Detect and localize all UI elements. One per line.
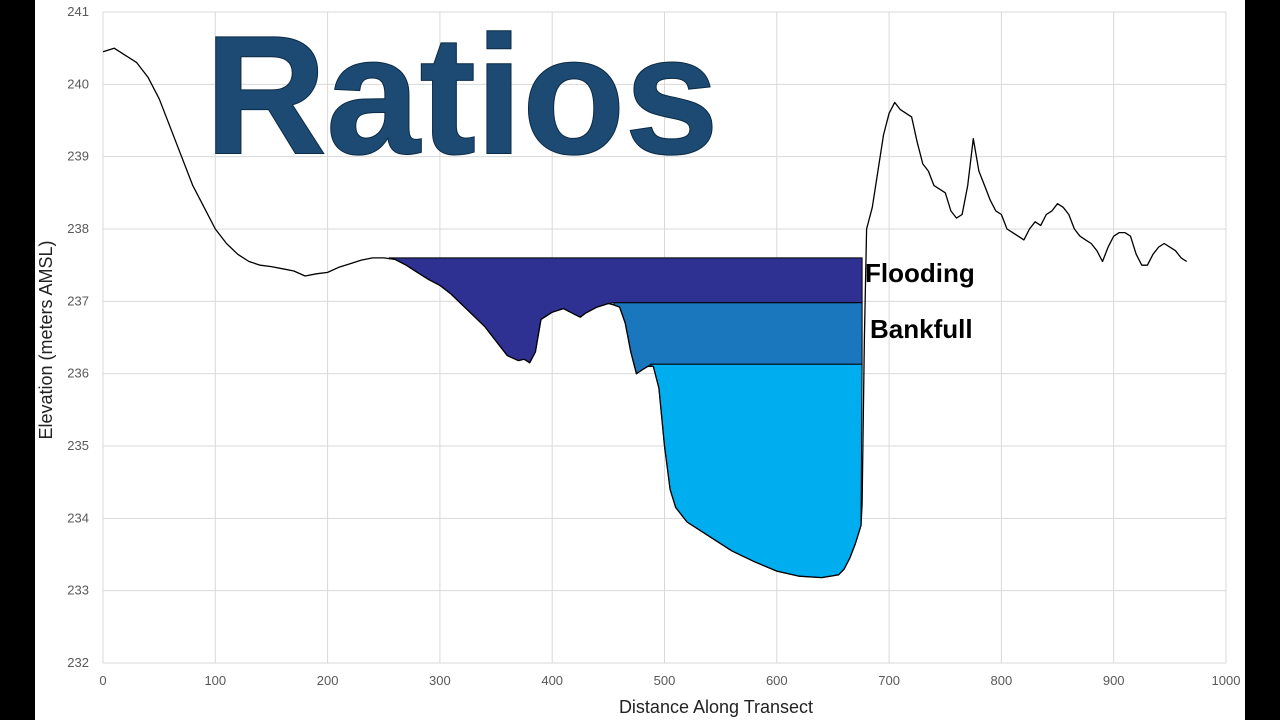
y-tick-label: 238: [67, 221, 89, 236]
y-tick-label: 236: [67, 366, 89, 381]
x-tick-label: 400: [541, 673, 563, 688]
x-tick-label: 0: [99, 673, 106, 688]
y-tick-label: 241: [67, 4, 89, 19]
x-tick-label: 800: [991, 673, 1013, 688]
flooding-label: Flooding: [865, 258, 975, 288]
x-tick-label: 1000: [1212, 673, 1241, 688]
water-level-area-1: [613, 302, 863, 375]
y-tick-label: 239: [67, 149, 89, 164]
x-tick-label: 100: [204, 673, 226, 688]
x-tick-label: 200: [317, 673, 339, 688]
headline-title: Ratios: [205, 1, 718, 189]
y-tick-label: 233: [67, 583, 89, 598]
y-tick-label: 232: [67, 655, 89, 670]
x-tick-label: 700: [878, 673, 900, 688]
y-tick-label: 235: [67, 438, 89, 453]
elevation-profile-line: [102, 47, 1188, 579]
y-tick-label: 234: [67, 510, 89, 525]
water-level-fills: [388, 257, 863, 579]
profile-line-group: [102, 47, 1188, 579]
x-axis-title: Distance Along Transect: [619, 697, 813, 717]
bankfull-label: Bankfull: [870, 314, 973, 344]
tick-labels: 0 100 200 300 400 500 600 700 800 900 1000 232 233 23…: [67, 4, 1240, 688]
x-tick-label: 300: [429, 673, 451, 688]
y-axis-title: Elevation (meters AMSL): [36, 240, 56, 439]
y-tick-label: 240: [67, 76, 89, 91]
x-tick-label: 600: [766, 673, 788, 688]
x-tick-label: 900: [1103, 673, 1125, 688]
x-tick-label: 500: [654, 673, 676, 688]
y-tick-label: 237: [67, 293, 89, 308]
water-level-area-2: [650, 363, 863, 579]
